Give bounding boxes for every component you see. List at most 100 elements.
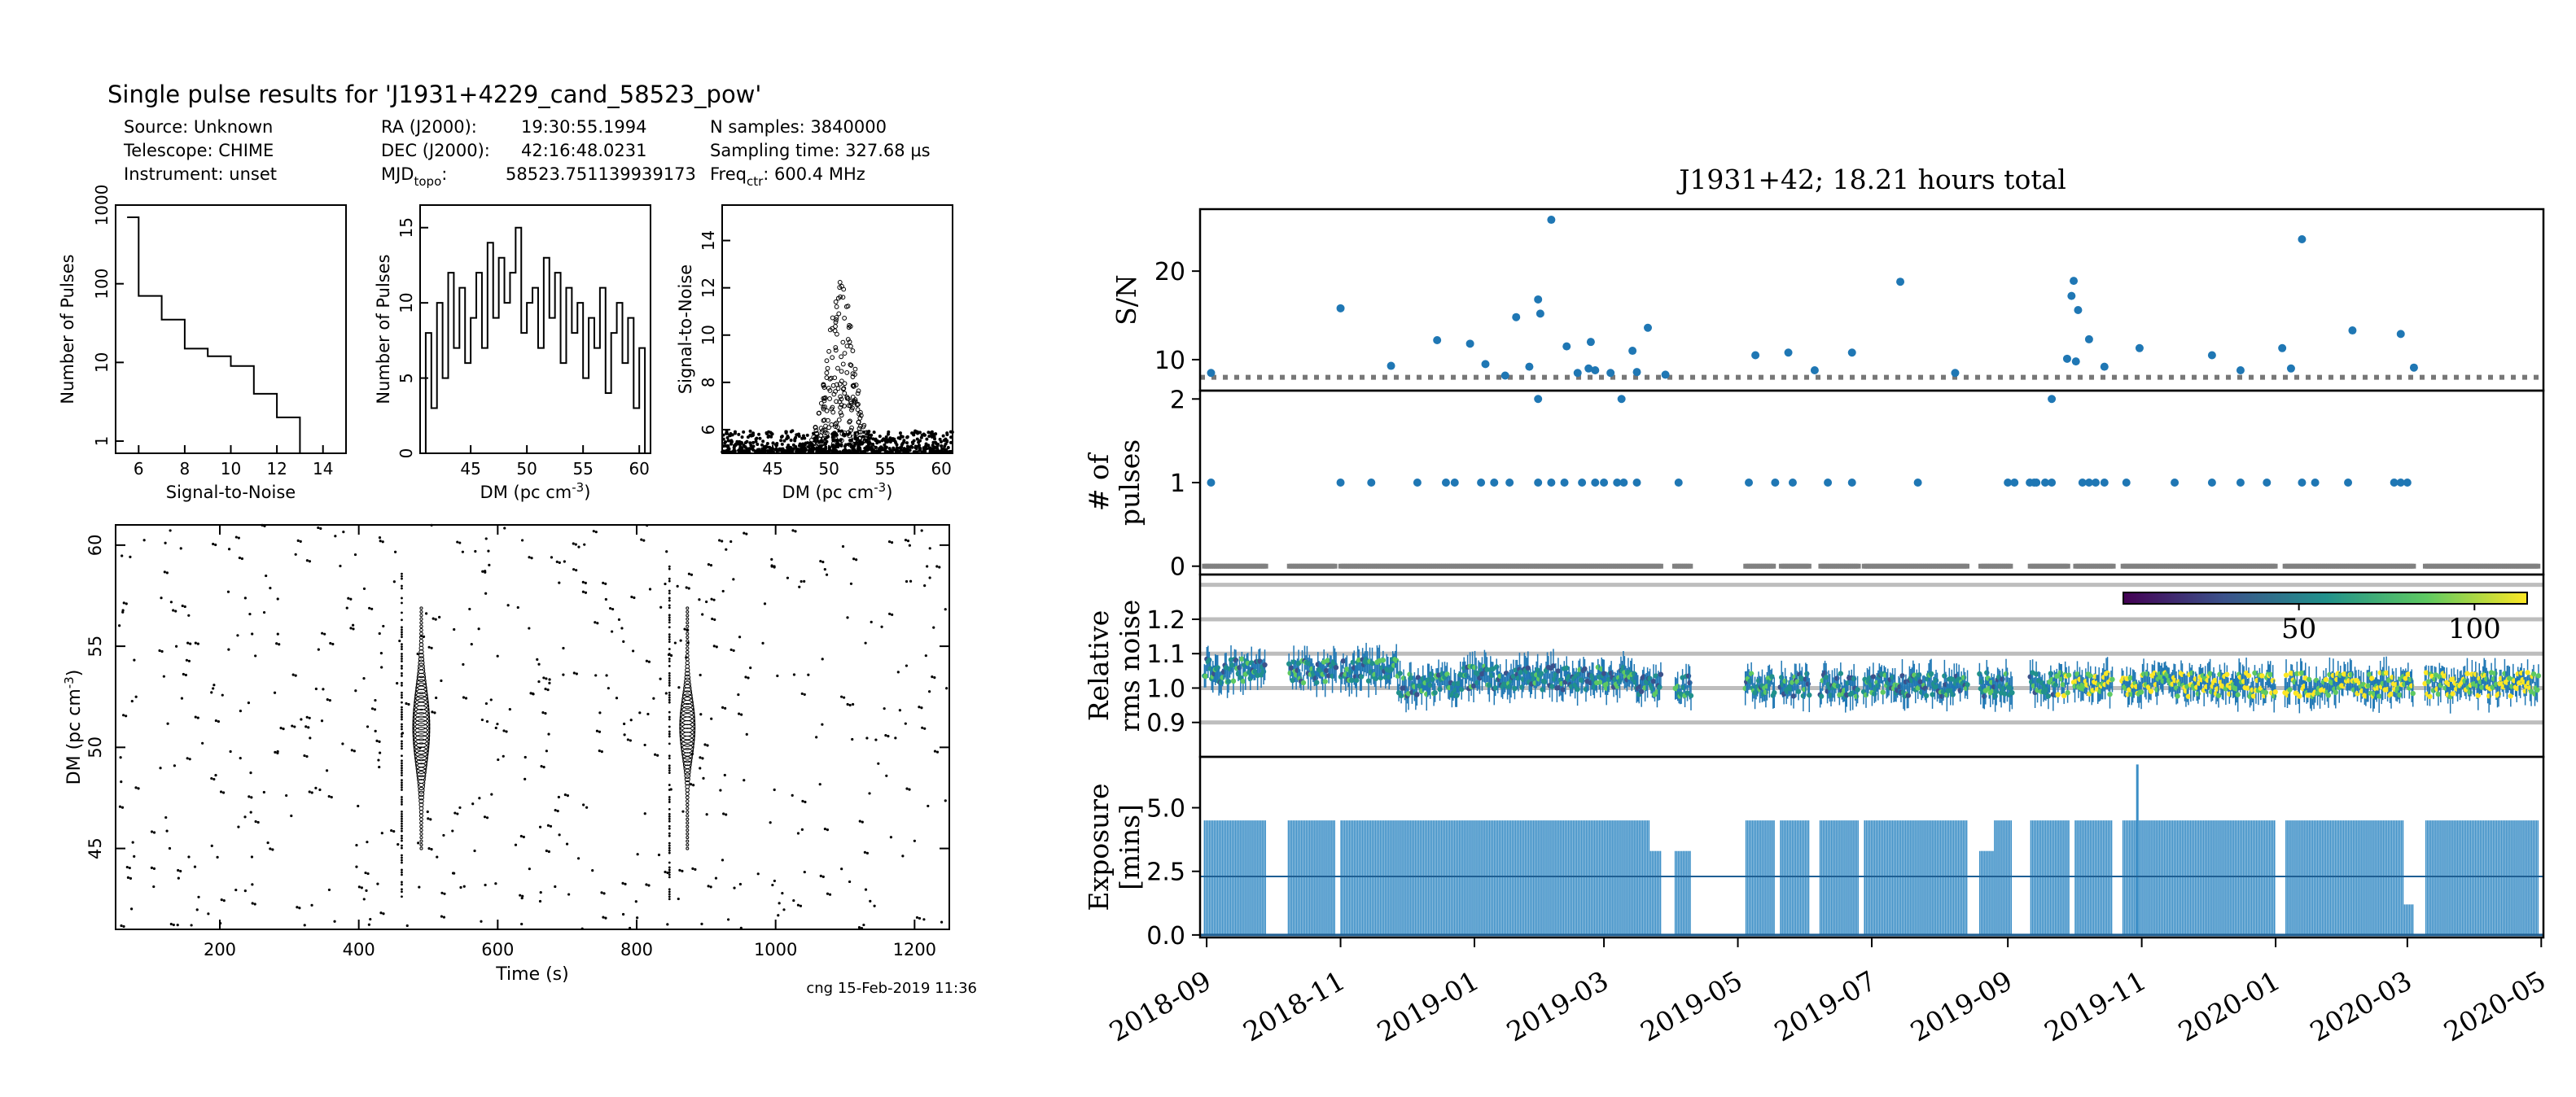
snr-point bbox=[2278, 343, 2287, 352]
dm-time-point bbox=[488, 563, 491, 566]
source-info: Source: Unknown bbox=[124, 117, 273, 137]
snr-dm-point bbox=[762, 450, 766, 454]
dm-time-pulse-circle bbox=[681, 693, 694, 706]
dm-time-point bbox=[566, 794, 569, 798]
snr-dm-point bbox=[757, 448, 761, 452]
pulses-ylabel: # ofpulses bbox=[1083, 439, 1146, 526]
dm-time-point bbox=[659, 605, 663, 609]
dm-time-point bbox=[401, 710, 403, 714]
dm-time-point bbox=[516, 605, 519, 610]
snr-dm-point bbox=[821, 398, 827, 404]
dm-time-point bbox=[249, 811, 252, 814]
rms-point bbox=[1354, 677, 1360, 684]
dm-time-point bbox=[679, 639, 682, 642]
dm-time-point bbox=[668, 893, 671, 896]
dm-time-point bbox=[305, 715, 309, 719]
dm-time-pulse-circle bbox=[685, 791, 690, 797]
snr-dm-point bbox=[848, 399, 853, 404]
dm-time-point bbox=[668, 771, 671, 775]
dm-time-point bbox=[367, 923, 370, 926]
dm-time-pulse-circle bbox=[684, 671, 690, 677]
dm-time-point bbox=[668, 718, 671, 721]
dm-time-point bbox=[761, 641, 764, 645]
dm-time-point bbox=[328, 699, 331, 702]
snr-point bbox=[1387, 361, 1395, 370]
dm-time-point bbox=[219, 790, 223, 793]
snr-dm-point bbox=[821, 385, 827, 390]
dm-time-point bbox=[214, 774, 217, 777]
dm-time-point bbox=[594, 674, 598, 677]
rms-point bbox=[1657, 684, 1663, 690]
snr-point bbox=[1896, 278, 1905, 286]
dm-time-point bbox=[239, 710, 243, 713]
dm-time-point bbox=[577, 545, 580, 548]
dm-time-point bbox=[234, 535, 238, 539]
dm-time-point bbox=[781, 891, 784, 895]
dm-time-point bbox=[598, 750, 601, 753]
snr-dm-point bbox=[756, 450, 760, 454]
snr-dm-point bbox=[939, 439, 943, 444]
dm-time-point bbox=[928, 576, 931, 579]
dm-time-point bbox=[524, 777, 527, 780]
rms-point bbox=[2215, 686, 2220, 692]
dm-time-point bbox=[800, 692, 804, 696]
snr-dm-point bbox=[746, 448, 750, 452]
dm-time-point bbox=[643, 812, 646, 815]
pulse-count-point bbox=[1450, 479, 1459, 487]
snr-dm-point bbox=[808, 450, 813, 454]
dm-time-point bbox=[120, 554, 124, 557]
dm-time-point bbox=[721, 859, 725, 862]
snr-dm-point bbox=[834, 317, 839, 322]
snr-dm-point bbox=[818, 449, 822, 453]
dm-time-point bbox=[396, 843, 400, 846]
dm-time-point bbox=[401, 636, 403, 639]
dm-time-point bbox=[134, 786, 138, 789]
dm-time-point bbox=[443, 892, 446, 895]
snr-dm-point bbox=[863, 450, 867, 454]
rms-point bbox=[2175, 693, 2180, 699]
rms-point bbox=[1365, 678, 1372, 684]
dm-time-point bbox=[538, 899, 542, 903]
snr-dm-point bbox=[826, 435, 830, 439]
dm-time-point bbox=[401, 597, 403, 600]
snr-dm-point bbox=[838, 294, 843, 299]
dm-time-point bbox=[431, 710, 434, 714]
dm-time-point bbox=[169, 529, 172, 532]
dm-time-point bbox=[254, 819, 257, 824]
dm-time-point bbox=[217, 719, 221, 723]
dm-time-point bbox=[880, 625, 883, 628]
rms-ytick-label: 0.9 bbox=[1146, 710, 1185, 738]
snr-dm-point bbox=[842, 381, 848, 387]
dm-time-point bbox=[177, 868, 180, 872]
rms-point bbox=[1323, 667, 1330, 674]
rms-point bbox=[2065, 689, 2070, 696]
dm-time-point bbox=[254, 654, 257, 658]
dm-time-pulse-circle bbox=[412, 723, 431, 741]
dm-time-point bbox=[894, 736, 897, 740]
dm-time-point bbox=[477, 627, 480, 631]
snr-dm-point bbox=[941, 434, 945, 438]
rms-point bbox=[2127, 675, 2133, 681]
snr-dm-point bbox=[812, 444, 817, 450]
pulses-ytick-label: 0 bbox=[1170, 553, 1185, 582]
dm-time-point bbox=[401, 633, 403, 636]
rms-point bbox=[2245, 685, 2250, 691]
snr-dm-point bbox=[834, 315, 839, 320]
dm-time-point bbox=[546, 688, 550, 692]
dm-time-point bbox=[427, 817, 430, 820]
snr-dm-point bbox=[812, 431, 816, 435]
dm-time-point bbox=[611, 607, 615, 611]
dm-time-point bbox=[938, 566, 941, 569]
dm-time-point bbox=[427, 645, 431, 649]
dm-time-point bbox=[401, 767, 403, 770]
dm-time-point bbox=[636, 853, 639, 856]
rms-point bbox=[2000, 676, 2005, 682]
dm-time-point bbox=[193, 865, 197, 868]
dm-time-point bbox=[484, 570, 487, 573]
snr-dm-point bbox=[797, 435, 801, 439]
dm-time-point bbox=[668, 898, 671, 901]
dm-time-point bbox=[303, 924, 306, 927]
dm-time-point bbox=[179, 869, 182, 873]
rms-point bbox=[1605, 681, 1610, 687]
dm-time-pulse-circle bbox=[686, 614, 690, 618]
